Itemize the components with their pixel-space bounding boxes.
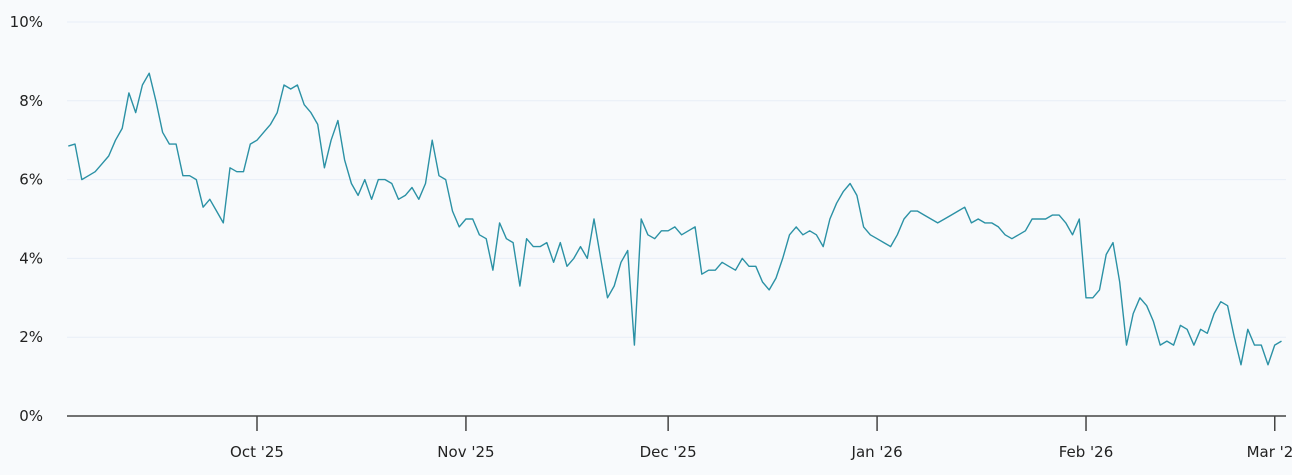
y-tick-label: 2% (19, 328, 43, 346)
x-axis-ticks: Oct '25 Nov '25 Dec '25 Jan '26 Feb '26 Mar '… (230, 416, 1292, 461)
x-tick-label: Feb '26 (1059, 443, 1114, 461)
x-tick-label: Jan '26 (851, 443, 903, 461)
y-tick-label: 6% (19, 171, 43, 189)
series-line (68, 72, 1282, 366)
gridlines (67, 21, 1286, 338)
x-tick-label: Mar '26 (1247, 443, 1292, 461)
y-tick-label: 0% (19, 407, 43, 425)
y-tick-label: 4% (19, 249, 43, 267)
x-tick-label: Dec '25 (640, 443, 697, 461)
x-tick-label: Oct '25 (230, 443, 284, 461)
y-tick-label: 8% (19, 92, 43, 110)
y-axis-labels: 0% 2% 4% 6% 8% 10% (10, 13, 43, 425)
y-tick-label: 10% (10, 13, 43, 31)
x-tick-label: Nov '25 (437, 443, 494, 461)
